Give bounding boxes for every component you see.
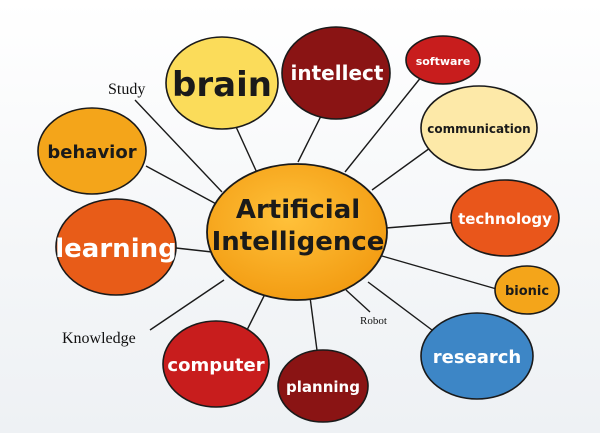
center-label-line2: Intelligence: [212, 227, 385, 257]
connector-behavior: [145, 165, 221, 207]
connector-software: [344, 75, 423, 173]
node-software: [405, 35, 481, 85]
node-research-label: research: [433, 347, 522, 368]
node-brain-label: brain: [172, 65, 272, 105]
node-bionic: [494, 265, 560, 315]
node-communication: [420, 85, 538, 171]
node-learning: [55, 198, 177, 296]
annotation-knowledge: Knowledge: [62, 330, 136, 347]
node-planning-label: planning: [286, 378, 360, 396]
node-learning-label: learning: [55, 234, 176, 264]
node-technology-label: technology: [458, 210, 552, 228]
node-intellect: [281, 26, 391, 120]
node-planning: [277, 349, 369, 423]
node-research: [420, 312, 534, 400]
node-bionic-label: bionic: [505, 284, 549, 299]
annotation-robot: Robot: [360, 315, 387, 327]
connector-learning: [175, 247, 213, 253]
connector-planning: [309, 296, 319, 359]
connector-bionic: [381, 255, 501, 291]
node-software-label: software: [416, 55, 471, 68]
connector-research: [367, 281, 441, 337]
center-label-line1: Artificial: [236, 195, 360, 225]
node-center: [206, 163, 388, 301]
node-behavior: [37, 107, 147, 195]
connector-communication: [371, 147, 431, 191]
connector-robot: [345, 289, 371, 313]
connector-study: [134, 99, 223, 193]
annotation-study: Study: [108, 81, 145, 98]
connector-lines: [134, 75, 501, 359]
node-intellect-label: intellect: [291, 61, 384, 85]
node-technology: [450, 179, 560, 257]
node-brain: [165, 36, 279, 130]
node-computer: [162, 320, 270, 408]
connector-knowledge: [149, 279, 225, 331]
node-communication-label: communication: [427, 122, 530, 136]
node-behavior-label: behavior: [47, 142, 136, 163]
node-computer-label: computer: [167, 355, 264, 376]
connector-technology: [385, 221, 461, 229]
